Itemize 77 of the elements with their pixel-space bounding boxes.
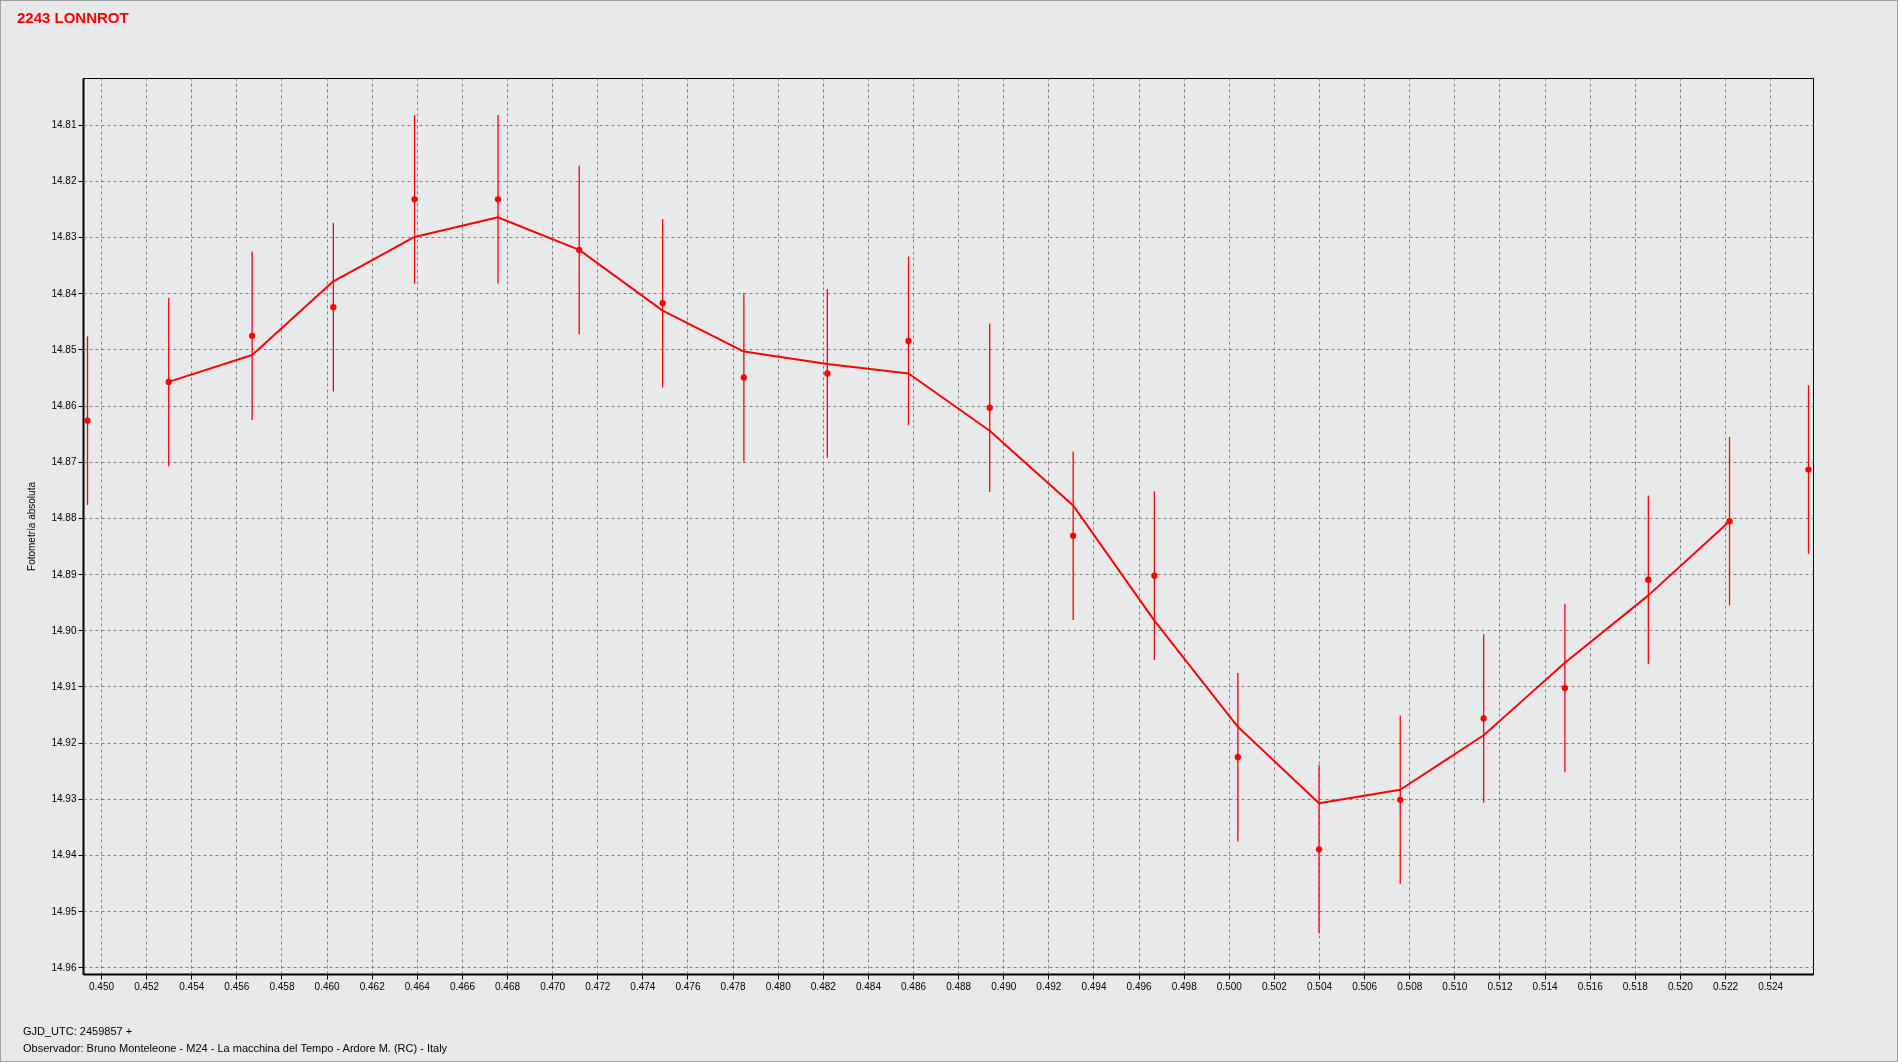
y-tick-label: 14.94 xyxy=(51,849,77,861)
x-tick-label: 0.524 xyxy=(1758,980,1784,992)
x-tick-label: 0.510 xyxy=(1442,980,1468,992)
point xyxy=(659,300,666,307)
y-axis-title: Fotometría absoluta xyxy=(26,481,38,571)
x-tick-label: 0.488 xyxy=(946,980,972,992)
y-tick-label: 14.95 xyxy=(51,905,77,917)
point xyxy=(905,337,912,345)
x-tick-label: 0.456 xyxy=(224,980,250,992)
x-tick-label: 0.454 xyxy=(179,980,205,992)
x-tick-label: 0.512 xyxy=(1487,980,1513,992)
point xyxy=(1070,532,1077,539)
x-tick-label: 0.484 xyxy=(855,980,882,992)
text: GJD_UTC: 2459857 + xyxy=(23,1024,134,1039)
x-tick-label: 0.498 xyxy=(1171,980,1198,992)
x-tick-label: 0.460 xyxy=(314,980,341,992)
text: Observador: Bruno Monteleone - M24 - La macchina del Tempo - Ardore M. (RC) - Italy xyxy=(23,1041,448,1056)
y-tick-label: 14.85 xyxy=(51,343,77,355)
x-tick-label: 0.500 xyxy=(1216,980,1243,992)
x-tick-label: 0.508 xyxy=(1397,980,1423,992)
x-tick-label: 0.518 xyxy=(1622,980,1649,992)
y-tick-label: 14.82 xyxy=(51,175,77,187)
point xyxy=(1397,796,1404,804)
point xyxy=(1561,684,1569,692)
y-tick-label: 14.87 xyxy=(51,456,77,468)
x-tick-label: 0.468 xyxy=(495,980,521,992)
x-tick-label: 0.472 xyxy=(585,980,611,992)
x-tick-label: 0.482 xyxy=(810,980,837,992)
point xyxy=(1234,754,1241,761)
x-tick-label: 0.496 xyxy=(1126,980,1153,992)
point xyxy=(1315,846,1323,853)
y-tick-label: 14.89 xyxy=(51,568,77,580)
point xyxy=(1805,466,1812,473)
x-tick-label: 0.504 xyxy=(1307,980,1333,992)
y-tick-label: 14.93 xyxy=(51,793,77,805)
x-tick-label: 0.480 xyxy=(765,980,792,992)
y-tick-label: 14.81 xyxy=(51,119,77,131)
x-tick-label: 0.502 xyxy=(1261,980,1288,992)
x-tick-label: 0.516 xyxy=(1577,980,1604,992)
x-tick-label: 0.490 xyxy=(991,980,1017,992)
x-tick-label: 0.452 xyxy=(134,980,160,992)
x-tick-label: 0.450 xyxy=(89,980,115,992)
x-tick-label: 0.492 xyxy=(1036,980,1062,992)
point xyxy=(824,370,831,377)
point xyxy=(1151,572,1158,579)
point xyxy=(411,196,418,203)
chart-title: 2243 LONNROT xyxy=(17,9,129,26)
x-tick-label: 0.486 xyxy=(901,980,927,992)
x-tick-label: 0.462 xyxy=(359,980,386,992)
x-tick-label: 0.474 xyxy=(630,980,656,992)
y-tick-label: 14.84 xyxy=(51,287,77,299)
x-tick-label: 0.464 xyxy=(404,980,431,992)
y-tick-label: 14.83 xyxy=(51,231,77,243)
x-tick-label: 0.506 xyxy=(1352,980,1378,992)
x-tick-label: 0.522 xyxy=(1713,980,1739,992)
point xyxy=(986,404,993,411)
point xyxy=(84,417,91,424)
point xyxy=(1645,576,1652,583)
y-tick-label: 14.96 xyxy=(51,961,77,973)
x-tick-label: 0.466 xyxy=(449,980,476,992)
point xyxy=(740,374,748,381)
point xyxy=(330,304,337,311)
y-tick-label: 14.90 xyxy=(51,624,77,636)
point xyxy=(249,332,256,339)
point xyxy=(494,196,502,203)
x-tick-label: 0.514 xyxy=(1532,980,1559,992)
point xyxy=(1480,715,1487,722)
x-tick-label: 0.458 xyxy=(269,980,295,992)
y-tick-label: 14.92 xyxy=(51,737,77,749)
x-tick-label: 0.520 xyxy=(1667,980,1694,992)
x-tick-label: 0.476 xyxy=(675,980,701,992)
y-tick-label: 14.88 xyxy=(51,512,77,524)
x-tick-label: 0.470 xyxy=(540,980,566,992)
x-tick-label: 0.494 xyxy=(1081,980,1107,992)
x-tick-label: 0.478 xyxy=(720,980,747,992)
y-tick-label: 14.86 xyxy=(51,400,77,411)
y-tick-label: 14.91 xyxy=(51,680,77,692)
